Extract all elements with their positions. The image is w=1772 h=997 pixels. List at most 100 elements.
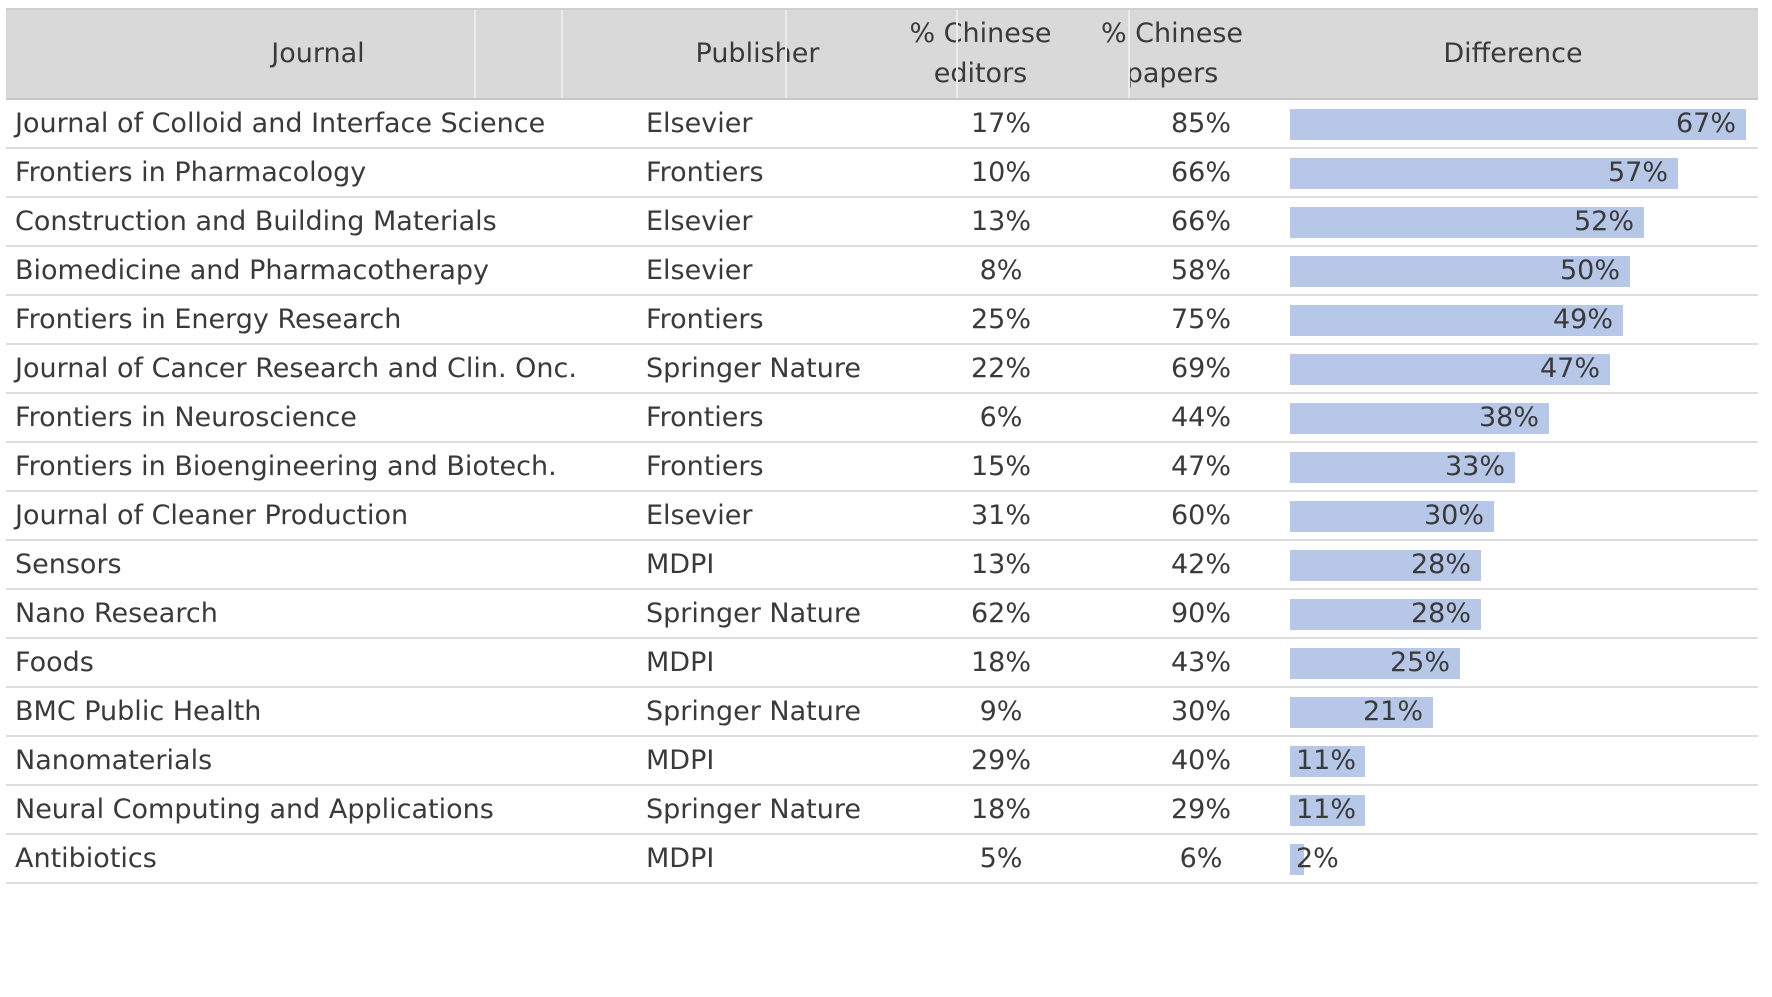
publisher-cell: Elsevier: [646, 500, 753, 531]
difference-bar: [1290, 550, 1481, 581]
difference-cell: 50%: [1288, 247, 1748, 294]
publisher-cell: Springer Nature: [646, 696, 861, 727]
publisher-cell: Springer Nature: [646, 794, 861, 825]
journal-cell: Journal of Colloid and Interface Science: [15, 108, 546, 139]
difference-bar: [1290, 501, 1494, 532]
difference-cell: 38%: [1288, 394, 1748, 441]
chinese-editors-cell: 62%: [970, 598, 1031, 629]
table-row: Neural Computing and Applications Springe…: [6, 786, 1758, 835]
chinese-papers-cell: 90%: [1170, 598, 1231, 629]
publisher-cell: MDPI: [646, 745, 715, 776]
publisher-cell: MDPI: [646, 647, 715, 678]
chinese-editors-cell: 17%: [970, 108, 1031, 139]
difference-label: 33%: [1445, 451, 1506, 482]
difference-bar: [1290, 844, 1304, 875]
difference-label: 21%: [1363, 696, 1424, 727]
difference-cell: 67%: [1288, 100, 1748, 147]
difference-cell: 11%: [1288, 737, 1748, 784]
difference-cell: 52%: [1288, 198, 1748, 245]
difference-bar: [1290, 599, 1481, 630]
chinese-editors-cell: 9%: [979, 696, 1023, 727]
difference-cell: 33%: [1288, 443, 1748, 490]
header-journal: Journal: [271, 38, 365, 69]
chinese-editors-cell: 31%: [970, 500, 1031, 531]
chinese-papers-cell: 30%: [1170, 696, 1231, 727]
header-chinese-papers: % Chinese papers: [1100, 18, 1244, 89]
publisher-cell: Elsevier: [646, 206, 753, 237]
table-row: Journal of Colloid and Interface Science…: [6, 100, 1758, 149]
chinese-papers-cell: 66%: [1170, 157, 1231, 188]
difference-label: 30%: [1424, 500, 1485, 531]
chinese-papers-cell: 6%: [1179, 843, 1223, 874]
table-row: Nanomaterials MDPI 29% 40% 11%: [6, 737, 1758, 786]
journal-cell: Construction and Building Materials: [15, 206, 497, 237]
publisher-cell: Frontiers: [646, 451, 764, 482]
journal-cell: Journal of Cleaner Production: [15, 500, 409, 531]
chinese-editors-cell: 6%: [979, 402, 1023, 433]
difference-bar: [1290, 354, 1610, 385]
difference-label: 2%: [1296, 843, 1339, 874]
difference-cell: 28%: [1288, 541, 1748, 588]
difference-label: 28%: [1411, 598, 1472, 629]
chinese-papers-cell: 29%: [1170, 794, 1231, 825]
difference-bar: [1290, 648, 1460, 679]
chinese-papers-cell: 43%: [1170, 647, 1231, 678]
difference-cell: 57%: [1288, 149, 1748, 196]
table-row: Frontiers in Bioengineering and Biotech.…: [6, 443, 1758, 492]
chinese-editors-cell: 13%: [970, 549, 1031, 580]
table-row: Antibiotics MDPI 5% 6% 2%: [6, 835, 1758, 884]
difference-cell: 21%: [1288, 688, 1748, 735]
publisher-cell: MDPI: [646, 843, 715, 874]
table-row: Biomedicine and Pharmacotherapy Elsevier 8…: [6, 247, 1758, 296]
difference-label: 50%: [1560, 255, 1621, 286]
header-divider: [474, 10, 476, 98]
table-row: Frontiers in Energy Research Frontiers 25%…: [6, 296, 1758, 345]
difference-label: 25%: [1390, 647, 1451, 678]
difference-cell: 2%: [1288, 835, 1748, 882]
chinese-papers-cell: 44%: [1170, 402, 1231, 433]
chinese-editors-cell: 25%: [970, 304, 1031, 335]
chinese-editors-cell: 10%: [970, 157, 1031, 188]
difference-cell: 28%: [1288, 590, 1748, 637]
chinese-editors-cell: 29%: [970, 745, 1031, 776]
publisher-cell: Springer Nature: [646, 598, 861, 629]
difference-label: 57%: [1608, 157, 1669, 188]
chinese-editors-cell: 13%: [970, 206, 1031, 237]
journal-cell: Frontiers in Neuroscience: [15, 402, 357, 433]
difference-label: 49%: [1553, 304, 1614, 335]
chinese-papers-cell: 40%: [1170, 745, 1231, 776]
journal-cell: Antibiotics: [15, 843, 157, 874]
table-row: Frontiers in Pharmacology Frontiers 10% 66%…: [6, 149, 1758, 198]
table-header: Journal Publisher % Chinese editors % Ch…: [6, 8, 1758, 100]
difference-label: 11%: [1296, 794, 1357, 825]
difference-bar: [1290, 403, 1549, 434]
difference-bar: [1290, 305, 1623, 336]
chinese-editors-cell: 18%: [970, 794, 1031, 825]
publisher-cell: MDPI: [646, 549, 715, 580]
chinese-papers-cell: 85%: [1170, 108, 1231, 139]
difference-bar: [1290, 207, 1644, 238]
difference-label: 11%: [1296, 745, 1357, 776]
difference-bar: [1290, 158, 1678, 189]
header-divider: [561, 10, 563, 98]
table-row: Nano Research Springer Nature 62% 90% 28%: [6, 590, 1758, 639]
difference-label: 52%: [1574, 206, 1635, 237]
difference-label: 38%: [1479, 402, 1540, 433]
table-row: Sensors MDPI 13% 42% 28%: [6, 541, 1758, 590]
journal-cell: Biomedicine and Pharmacotherapy: [15, 255, 489, 286]
difference-cell: 11%: [1288, 786, 1748, 833]
chinese-papers-cell: 60%: [1170, 500, 1231, 531]
difference-bar: [1290, 256, 1630, 287]
difference-bar: [1290, 452, 1515, 483]
chinese-papers-cell: 42%: [1170, 549, 1231, 580]
chinese-editors-cell: 5%: [979, 843, 1023, 874]
header-chinese-editors: % Chinese editors: [909, 18, 1052, 89]
journal-cell: Frontiers in Energy Research: [15, 304, 402, 335]
table-row: Foods MDPI 18% 43% 25%: [6, 639, 1758, 688]
journal-cell: Journal of Cancer Research and Clin. Onc…: [15, 353, 577, 384]
publisher-cell: Springer Nature: [646, 353, 861, 384]
difference-label: 47%: [1540, 353, 1601, 384]
chinese-editors-cell: 22%: [970, 353, 1031, 384]
difference-cell: 49%: [1288, 296, 1748, 343]
data-table: Journal Publisher % Chinese editors % Ch…: [6, 8, 1758, 884]
